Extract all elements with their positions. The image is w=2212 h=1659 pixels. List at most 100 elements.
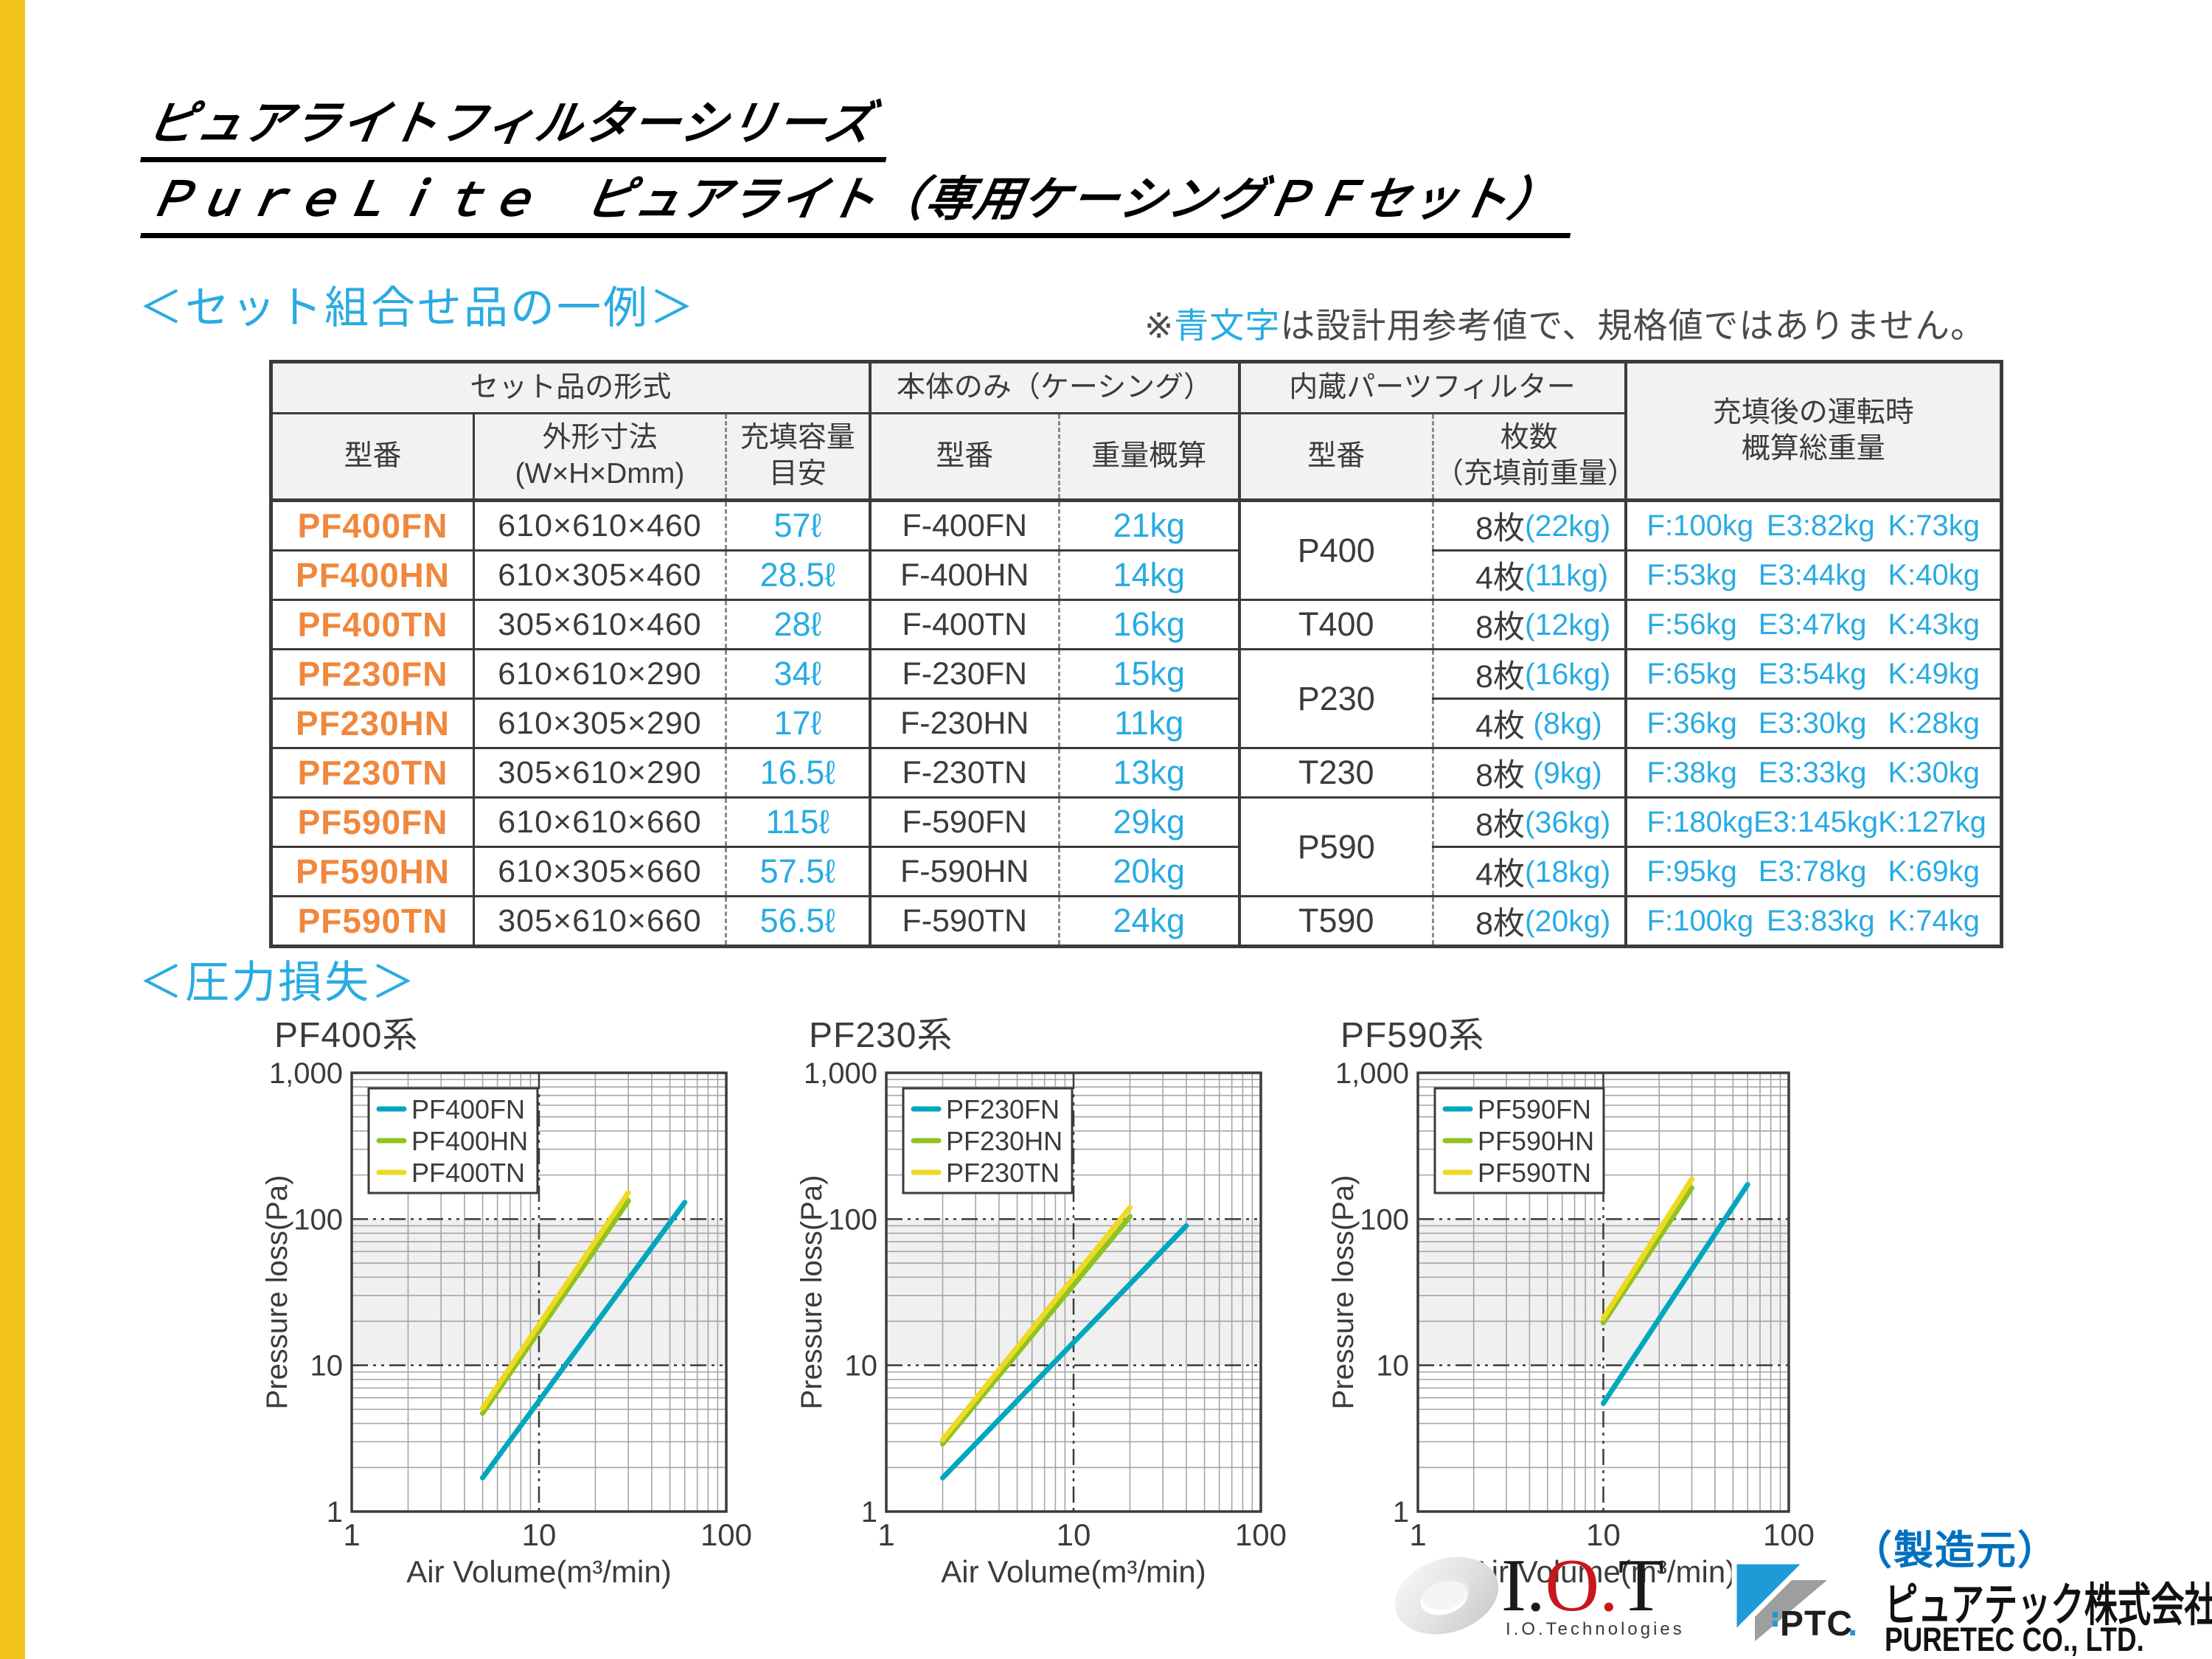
sheet-prefill-weight: (22kg) <box>1525 508 1611 543</box>
cell-total-weight: F:95kg E3:78kg K:69kg <box>1624 846 2002 897</box>
y-tick-label: 10 <box>845 1350 878 1382</box>
cell-casing-model: F-400FN <box>868 500 1060 551</box>
legend-label: PF590FN <box>1478 1094 1591 1124</box>
cell-casing-model: F-400HN <box>868 550 1060 600</box>
sheet-count: 4枚 <box>1475 857 1526 892</box>
cell-dimensions: 305×610×290 <box>473 748 726 798</box>
cell-dimensions: 305×610×460 <box>473 599 726 650</box>
total-weight-value: E3:145kg <box>1753 805 1879 838</box>
table-group-header: 内蔵パーツフィルター <box>1237 361 1626 414</box>
sheet-count: 8枚 <box>1475 610 1526 645</box>
page-title-line1: ピュアライトフィルターシリーズ <box>140 97 897 162</box>
total-weight-value: E3:33kg <box>1758 756 1867 789</box>
sheet-prefill-weight: (18kg) <box>1525 854 1611 888</box>
cell-casing-weight: 21kg <box>1057 500 1239 551</box>
series-line-PF400TN <box>480 1189 631 1411</box>
series-line-PF590TN <box>1601 1176 1694 1321</box>
table-sub-header: 型番 <box>271 413 474 501</box>
total-weight-value: F:100kg <box>1646 904 1754 937</box>
ptc-logo-icon: PTC . <box>1731 1559 1857 1641</box>
series-line-PF590HN <box>1601 1185 1694 1326</box>
total-weight-value: K:73kg <box>1888 509 1980 542</box>
cell-casing-model: F-590HN <box>868 846 1060 897</box>
x-tick-label: 10 <box>522 1517 557 1552</box>
y-axis-label: Pressure loss(Pa) <box>796 1175 828 1410</box>
sheet-prefill-weight: (11kg) <box>1525 557 1609 592</box>
sheet-count: 8枚 <box>1475 758 1526 793</box>
maker-label: （製造元） <box>1852 1528 2059 1573</box>
sheet-prefill-weight: (36kg) <box>1525 804 1611 839</box>
iot-letter: I <box>1501 1544 1526 1627</box>
total-weight-value: K:74kg <box>1888 904 1980 937</box>
table-row: PF230FN 610×610×290 34ℓ F-230FN 15kg P230 8枚 (1… <box>271 649 2002 748</box>
y-tick-label: 10 <box>1377 1350 1410 1382</box>
total-weight-value: K:28kg <box>1888 706 1980 740</box>
total-weight-value: E3:54kg <box>1758 657 1867 690</box>
table-group-header: セット品の形式 <box>271 361 870 414</box>
x-tick-label: 1 <box>1409 1517 1426 1552</box>
total-weight-value: E3:47kg <box>1758 608 1867 641</box>
table-sub-header: 充填容量 目安 <box>725 413 870 501</box>
cell-sheets: 8枚 (9kg) <box>1432 748 1626 798</box>
legend-label: PF230HN <box>946 1126 1062 1156</box>
series-line-PF400HN <box>480 1198 631 1416</box>
sheet-count: 4枚 <box>1475 709 1526 744</box>
cell-dimensions: 610×305×290 <box>473 698 726 748</box>
total-weight-value: F:56kg <box>1646 608 1737 641</box>
cell-filter-model: T230 <box>1237 748 1433 798</box>
series-line-PF230TN <box>940 1205 1133 1442</box>
table-sub-header: 外形寸法 (W×H×Dmm) <box>473 413 726 501</box>
cell-casing-weight: 16kg <box>1057 599 1239 650</box>
section-heading-pressure-loss: ＜圧力損失＞ <box>139 958 417 1007</box>
x-tick-label: 100 <box>700 1517 752 1552</box>
x-tick-label: 10 <box>1586 1517 1621 1552</box>
y-tick-label: 1,000 <box>804 1057 877 1090</box>
cell-casing-model: F-590TN <box>868 896 1060 947</box>
cell-casing-weight: 14kg <box>1057 550 1239 600</box>
svg-text:PTC: PTC <box>1780 1604 1853 1641</box>
cell-set-model: PF590HN <box>271 846 474 897</box>
cell-set-model: PF400HN <box>271 550 474 600</box>
y-axis-label: Pressure loss(Pa) <box>261 1175 293 1410</box>
total-weight-value: E3:30kg <box>1758 706 1867 740</box>
cell-casing-model: F-400TN <box>868 599 1060 650</box>
iot-letter: . <box>1526 1544 1545 1627</box>
cell-dimensions: 610×610×460 <box>473 500 726 551</box>
x-axis-label: Air Volume(m³/min) <box>941 1554 1206 1589</box>
note-prefix: ※ <box>1144 306 1175 345</box>
cell-sheets: 8枚 (36kg) <box>1432 797 1626 847</box>
total-weight-value: K:69kg <box>1888 855 1980 888</box>
left-accent-bar <box>0 0 25 1659</box>
company-name-jp: ピュアテック株式会社 <box>1885 1580 2212 1631</box>
cell-set-model: PF230TN <box>271 748 474 798</box>
total-weight-value: E3:78kg <box>1758 855 1867 888</box>
cell-casing-model: F-590FN <box>868 797 1060 847</box>
cell-set-model: PF400FN <box>271 500 474 551</box>
note-suffix: は設計用参考値で、規格値ではありません。 <box>1280 306 1986 345</box>
cell-casing-model: F-230TN <box>868 748 1060 798</box>
cell-sheets: 8枚 (20kg) <box>1432 896 1626 947</box>
cell-casing-weight: 29kg <box>1057 797 1239 847</box>
total-weight-value: F:65kg <box>1646 657 1737 690</box>
cell-sheets: 4枚 (18kg) <box>1432 846 1626 897</box>
cell-capacity: 34ℓ <box>725 649 870 699</box>
total-weight-value: F:53kg <box>1646 558 1737 591</box>
cell-casing-weight: 24kg <box>1057 896 1239 947</box>
cell-casing-weight: 20kg <box>1057 846 1239 897</box>
sheet-count: 8枚 <box>1475 659 1526 695</box>
total-weight-value: K:30kg <box>1888 756 1980 789</box>
cell-sheets: 8枚 (22kg) <box>1432 500 1626 551</box>
cell-casing-weight: 13kg <box>1057 748 1239 798</box>
table-group-header: 本体のみ（ケーシング） <box>868 361 1239 414</box>
cell-sheets: 4枚 (11kg) <box>1432 550 1626 600</box>
cell-casing-model: F-230HN <box>868 698 1060 748</box>
sheet-prefill-weight: (16kg) <box>1525 656 1611 691</box>
cell-set-model: PF230HN <box>271 698 474 748</box>
table-row: PF230TN 305×610×290 16.5ℓ F-230TN 13kg T230 8枚… <box>271 748 2002 798</box>
cell-capacity: 57ℓ <box>725 500 870 551</box>
total-weight-value: F:95kg <box>1646 855 1737 888</box>
series-line-PF400FN <box>480 1200 688 1481</box>
cell-capacity: 57.5ℓ <box>725 846 870 897</box>
